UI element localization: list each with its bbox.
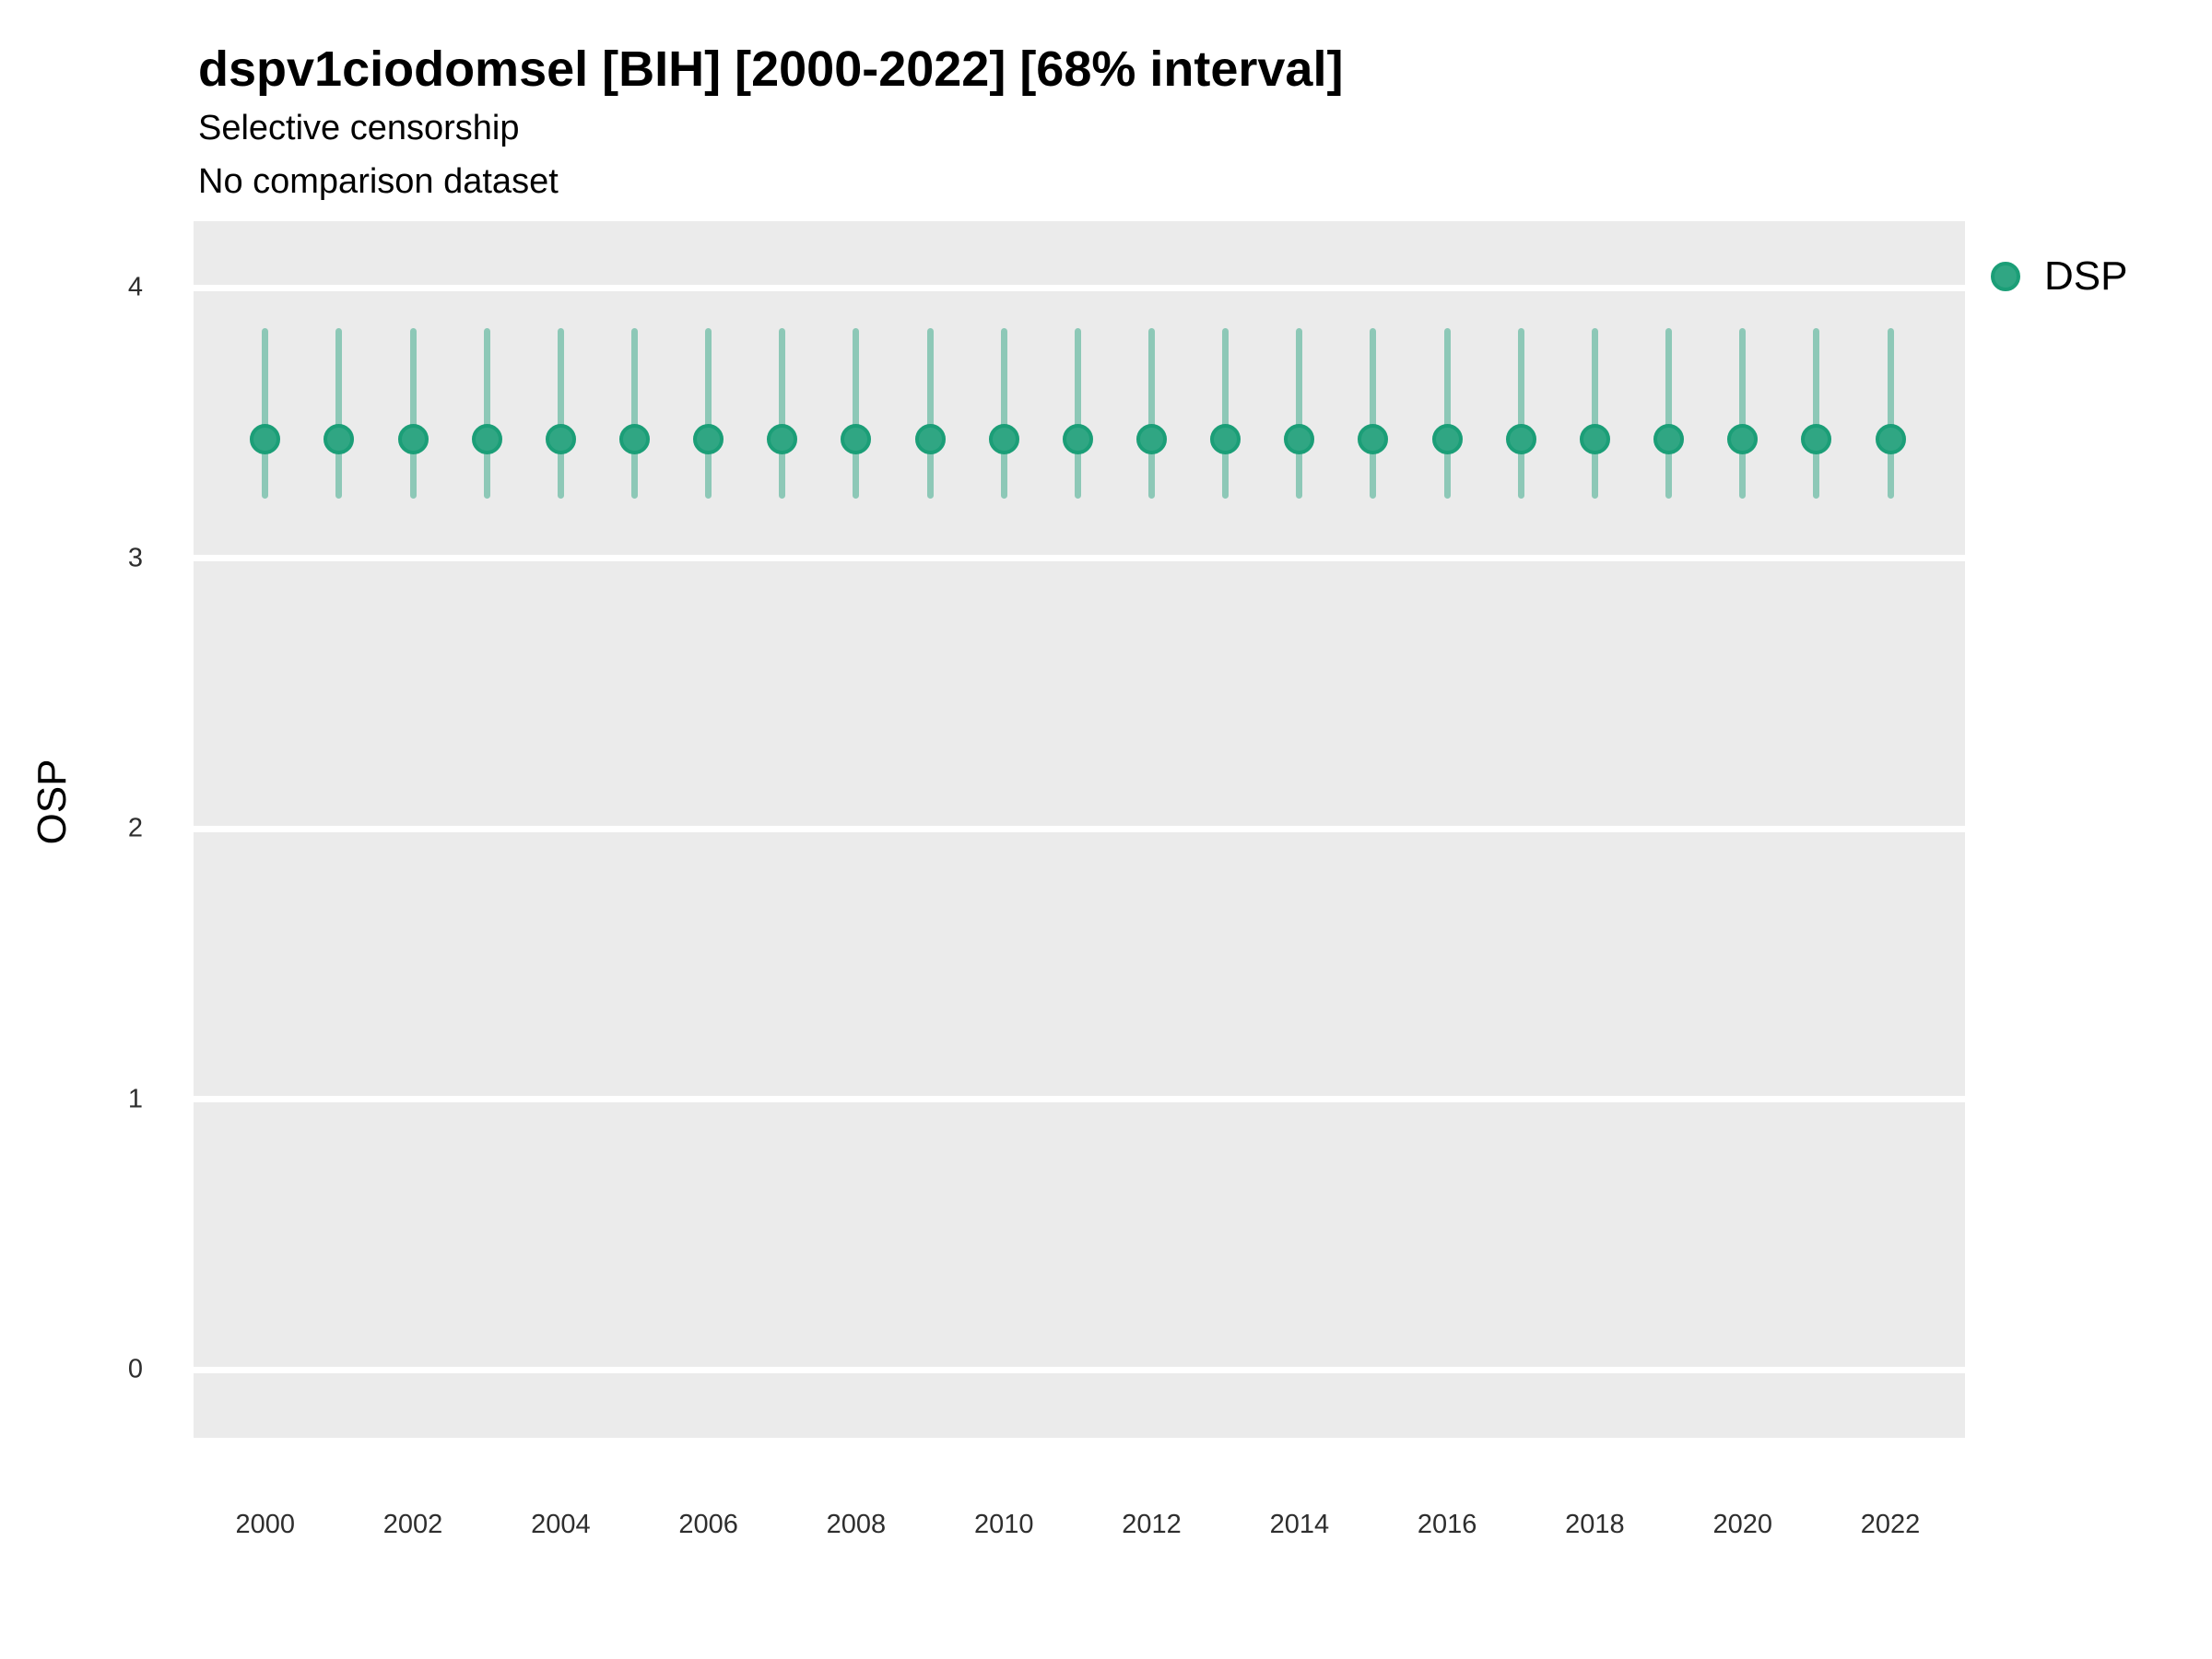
error-bar-2011 xyxy=(1074,328,1081,500)
legend-point-icon xyxy=(1991,262,2020,291)
data-point-2004 xyxy=(545,424,576,455)
data-point-2020 xyxy=(1727,424,1759,455)
data-point-2012 xyxy=(1136,424,1168,455)
gridline-y-3 xyxy=(194,555,1965,562)
error-bar-2008 xyxy=(853,328,860,500)
y-tick-label-4: 4 xyxy=(127,272,143,302)
legend-label: DSP xyxy=(2044,253,2128,299)
y-tick-label-2: 2 xyxy=(127,813,143,843)
data-point-2011 xyxy=(1062,424,1093,455)
data-point-2019 xyxy=(1653,424,1685,455)
gridline-y-0 xyxy=(194,1366,1965,1373)
plot-panel xyxy=(194,221,1965,1438)
data-point-2014 xyxy=(1284,424,1315,455)
data-point-2021 xyxy=(1801,424,1832,455)
data-point-2001 xyxy=(324,424,355,455)
data-point-2005 xyxy=(618,424,650,455)
data-point-2003 xyxy=(471,424,502,455)
data-point-2022 xyxy=(1875,424,1906,455)
data-point-2016 xyxy=(1431,424,1463,455)
data-point-2013 xyxy=(1210,424,1241,455)
error-bar-2013 xyxy=(1222,328,1230,500)
data-point-2009 xyxy=(914,424,946,455)
error-bar-2014 xyxy=(1296,328,1303,500)
error-bar-2005 xyxy=(630,328,638,500)
x-tick-label-2010: 2010 xyxy=(973,1510,1034,1539)
x-tick-label-2012: 2012 xyxy=(1122,1510,1182,1539)
error-bar-2022 xyxy=(1887,328,1894,500)
chart-subtitle-1: Selective censorship xyxy=(198,109,520,147)
error-bar-2010 xyxy=(1000,328,1007,500)
error-bar-2006 xyxy=(705,328,712,500)
y-tick-label-0: 0 xyxy=(127,1354,143,1384)
error-bar-2002 xyxy=(409,328,417,500)
x-tick-label-2002: 2002 xyxy=(382,1510,443,1539)
error-bar-2015 xyxy=(1370,328,1377,500)
x-tick-label-2018: 2018 xyxy=(1565,1510,1625,1539)
x-tick-label-2000: 2000 xyxy=(235,1510,295,1539)
gridline-y-2 xyxy=(194,825,1965,832)
x-tick-label-2004: 2004 xyxy=(531,1510,591,1539)
gridline-y-1 xyxy=(194,1096,1965,1103)
error-bar-2016 xyxy=(1443,328,1451,500)
error-bar-2007 xyxy=(779,328,786,500)
data-point-2017 xyxy=(1505,424,1536,455)
data-point-2007 xyxy=(767,424,798,455)
error-bar-2003 xyxy=(483,328,490,500)
x-tick-label-2006: 2006 xyxy=(678,1510,738,1539)
error-bar-2021 xyxy=(1813,328,1820,500)
chart-subtitle-2: No comparison dataset xyxy=(198,162,559,201)
data-point-2002 xyxy=(397,424,429,455)
error-bar-2000 xyxy=(262,328,269,500)
data-point-2000 xyxy=(250,424,281,455)
y-tick-label-1: 1 xyxy=(127,1084,143,1114)
data-point-2018 xyxy=(1579,424,1610,455)
error-bar-2020 xyxy=(1739,328,1747,500)
error-bar-2019 xyxy=(1665,328,1673,500)
x-tick-label-2008: 2008 xyxy=(826,1510,887,1539)
chart-title: dspv1ciodomsel [BIH] [2000-2022] [68% in… xyxy=(198,41,1344,97)
error-bar-2018 xyxy=(1591,328,1598,500)
error-bar-2004 xyxy=(557,328,564,500)
data-point-2015 xyxy=(1358,424,1389,455)
legend: DSP xyxy=(1991,247,2127,306)
data-point-2008 xyxy=(841,424,872,455)
data-point-2006 xyxy=(693,424,724,455)
x-tick-label-2022: 2022 xyxy=(1860,1510,1921,1539)
x-tick-label-2016: 2016 xyxy=(1417,1510,1477,1539)
data-point-2010 xyxy=(988,424,1019,455)
x-tick-label-2020: 2020 xyxy=(1712,1510,1772,1539)
x-tick-label-2014: 2014 xyxy=(1269,1510,1330,1539)
error-bar-2001 xyxy=(335,328,343,500)
y-tick-label-3: 3 xyxy=(127,543,143,573)
error-bar-2009 xyxy=(926,328,934,500)
error-bar-2012 xyxy=(1148,328,1156,500)
gridline-y-4 xyxy=(194,284,1965,291)
error-bar-2017 xyxy=(1517,328,1524,500)
